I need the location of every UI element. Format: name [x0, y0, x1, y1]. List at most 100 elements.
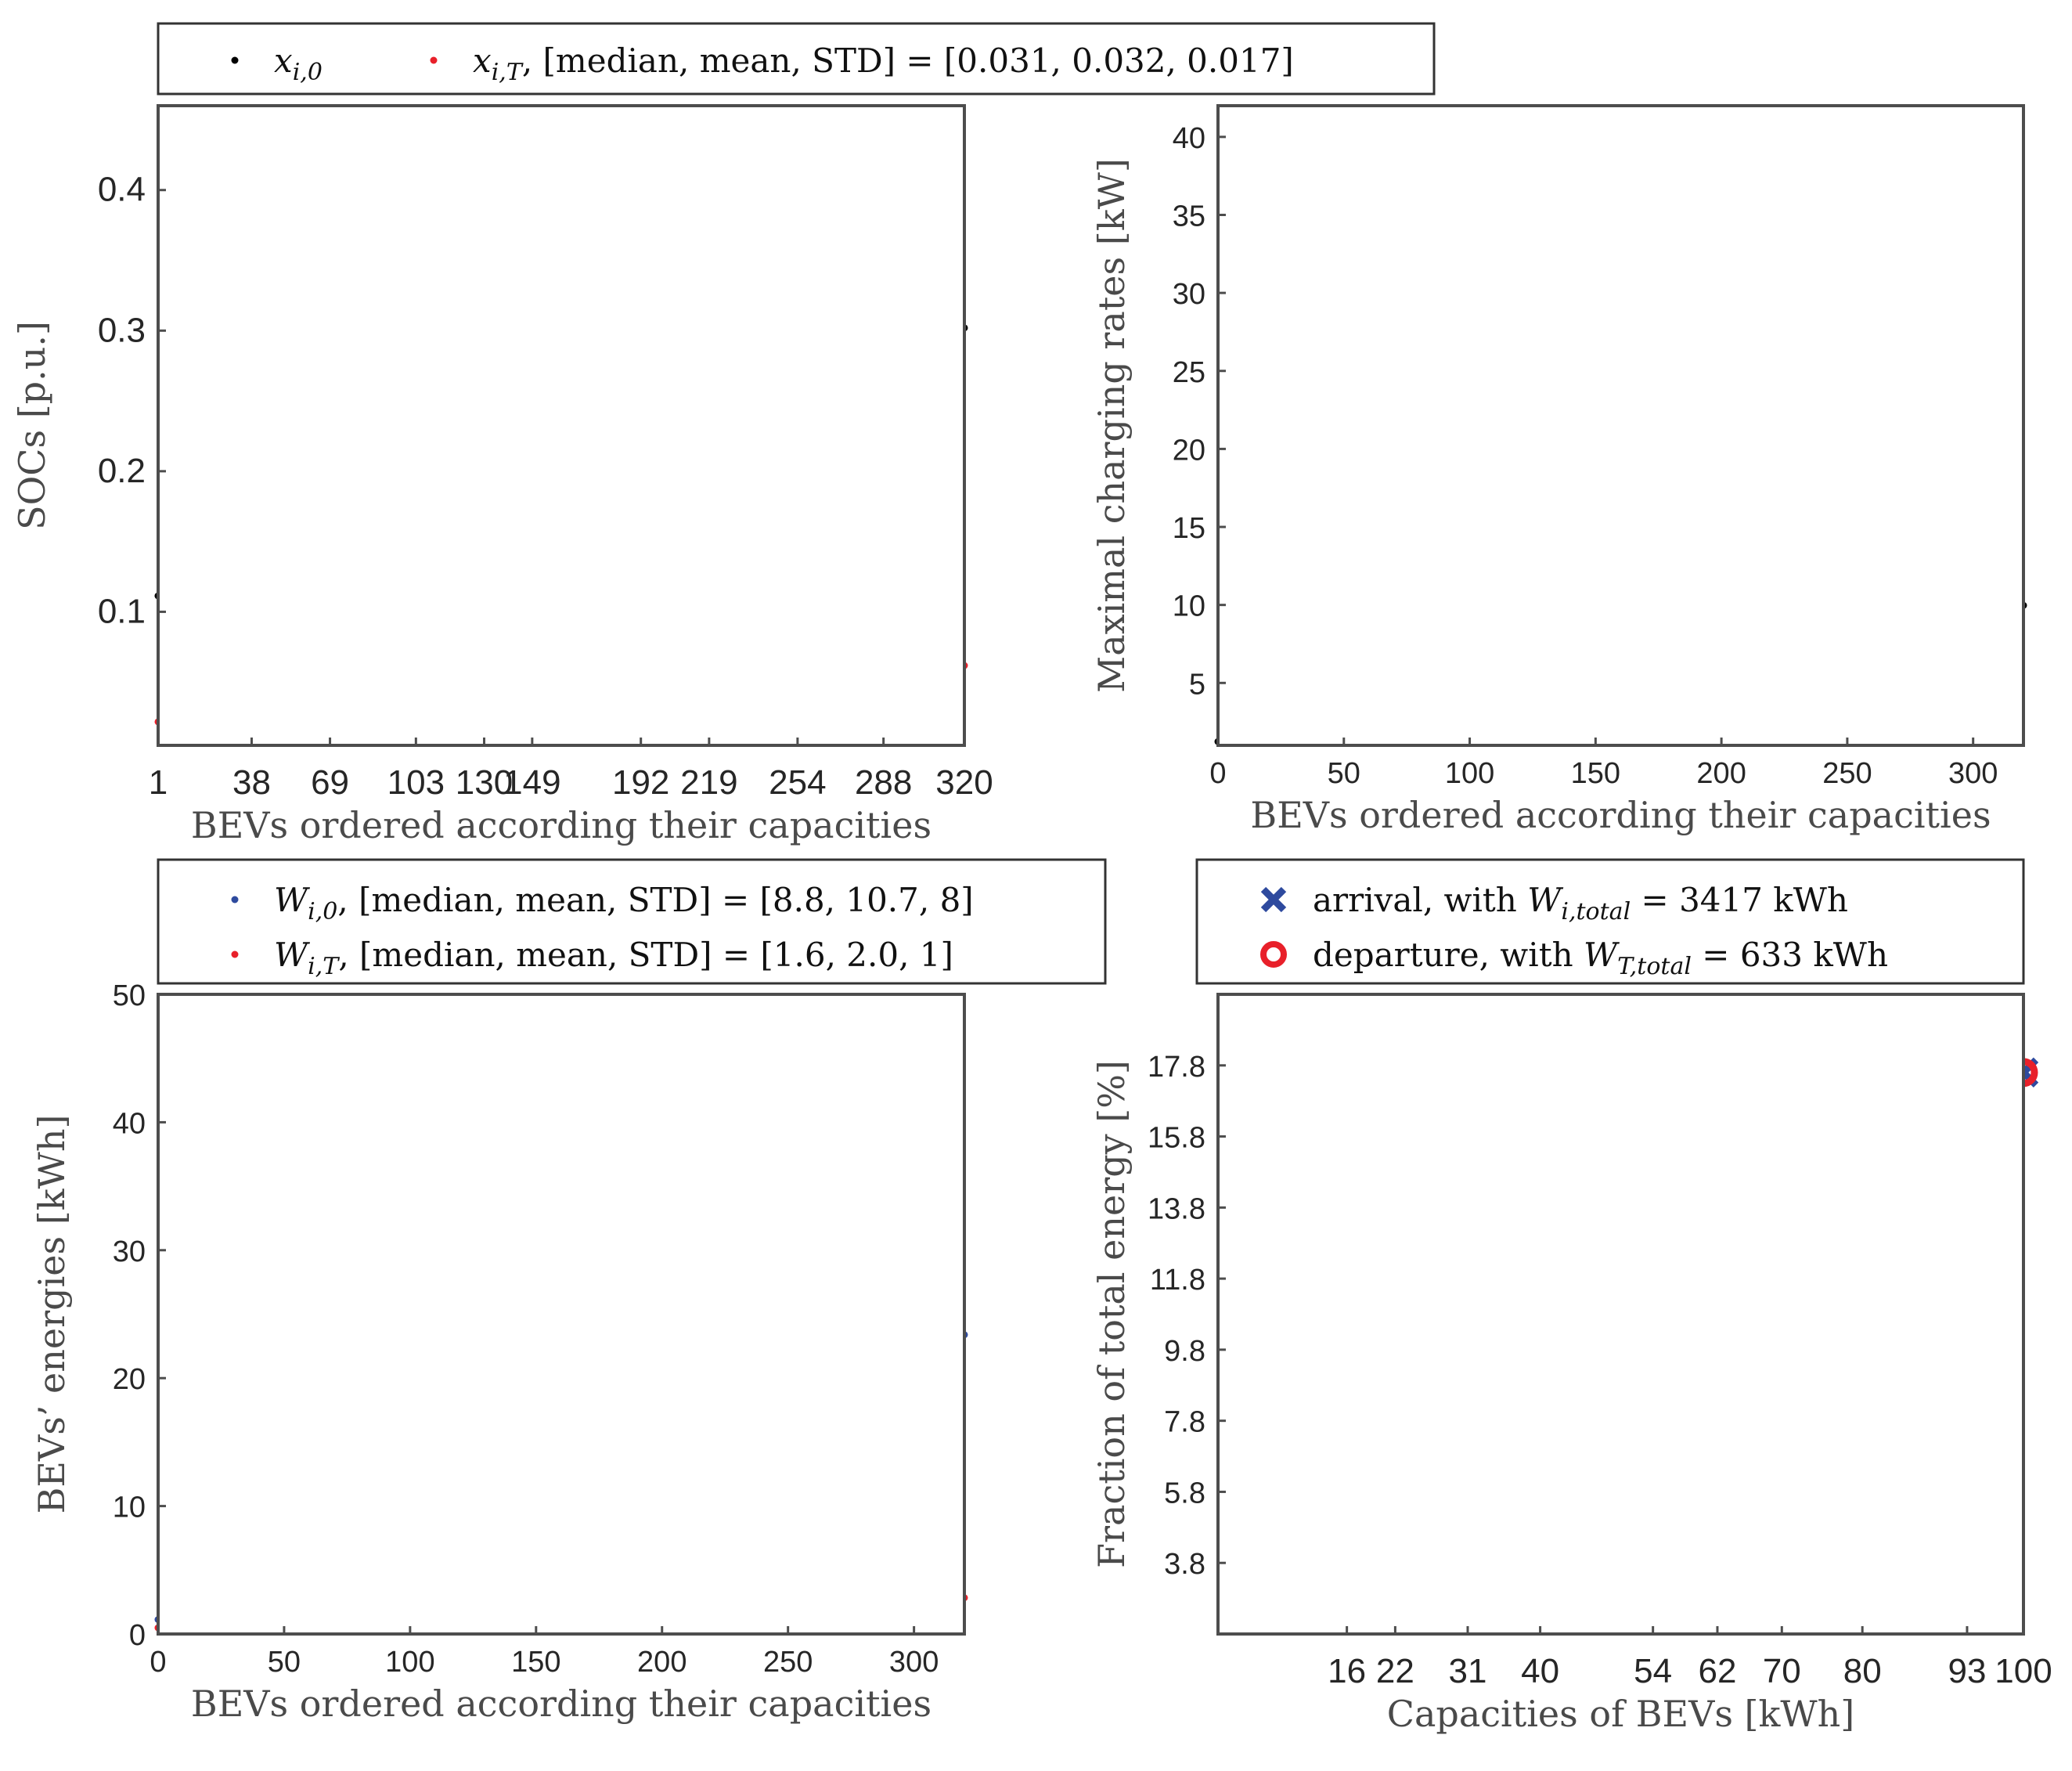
x-tick-label: 0	[150, 1646, 166, 1679]
x-tick-label: 250	[1822, 757, 1872, 790]
x-tick-label: 16	[1328, 1652, 1366, 1690]
y-tick-label: 9.8	[1164, 1335, 1205, 1368]
y-tick-label: 0.4	[98, 171, 146, 209]
x-tick-label: 320	[935, 763, 993, 802]
legend-rest: , [median, mean, STD] = [1.6, 2.0, 1]	[338, 936, 953, 974]
legend-rest: , [median, mean, STD] = [8.8, 10.7, 8]	[337, 881, 973, 919]
x-tick-label: 103	[387, 763, 445, 802]
x-tick-label: 80	[1843, 1652, 1882, 1690]
chart-p2: 0 50 100 150 200 250 300 5 10 15 20 25 30 35 40 BEVs or…	[1090, 104, 2027, 836]
x-tick-label: 288	[855, 763, 912, 802]
x-axis-label: BEVs ordered according their capacities	[1250, 794, 1991, 836]
legend-label: Wi,0, [median, mean, STD] = [8.8, 10.7, …	[274, 881, 974, 925]
x-tick-label: 150	[511, 1646, 560, 1679]
x-tick-label: 69	[311, 763, 349, 802]
y-tick-label: 50	[113, 979, 146, 1012]
y-tick-label: 20	[1173, 434, 1205, 467]
axes-frame	[1216, 993, 2025, 1636]
x-tick-label: 31	[1449, 1652, 1487, 1690]
x-tick-label: 254	[769, 763, 826, 802]
legend-label: arrival, with Wi,total = 3417 kWh	[1313, 881, 1848, 925]
x-tick-label: 62	[1699, 1652, 1737, 1690]
y-tick-label: 35	[1173, 200, 1205, 233]
x-tick-label: 100	[385, 1646, 434, 1679]
x-tick-label: 93	[1948, 1652, 1986, 1690]
x-axis-label: BEVs ordered according their capacities	[191, 1683, 931, 1725]
x-axis-label: Capacities of BEVs [kWh]	[1387, 1693, 1854, 1735]
legend-dot-marker	[231, 950, 239, 958]
legend-pre: arrival, with	[1313, 881, 1527, 919]
y-tick-label: 3.8	[1164, 1548, 1205, 1581]
x-tick-label: 200	[637, 1646, 686, 1679]
axes-frame	[157, 104, 966, 747]
legend: arrival, with Wi,total = 3417 kWh departu…	[1195, 858, 2025, 985]
legend-box	[1195, 858, 2025, 985]
legend: Wi,0, [median, mean, STD] = [8.8, 10.7, …	[157, 858, 1107, 985]
axes-frame	[1216, 104, 2025, 747]
legend-dot-marker	[231, 896, 239, 904]
chart-p4: 16 22 31 40 54 62 70 80 93 100 3.8 5.8 7.8 9.8 11.8 13.…	[1090, 858, 2052, 1735]
legend-subscript: i,T	[492, 59, 524, 86]
y-tick-label: 25	[1173, 356, 1205, 389]
y-tick-label: 40	[113, 1107, 146, 1140]
x-tick-label: 150	[1571, 757, 1620, 790]
legend-circle-marker	[1260, 941, 1287, 968]
legend-label: departure, with WT,total = 633 kWh	[1313, 936, 1888, 980]
y-tick-label: 5	[1189, 668, 1205, 701]
legend-label: xi,T, [median, mean, STD] = [0.031, 0.03…	[473, 41, 1294, 86]
legend-subscript: T,total	[1617, 953, 1692, 980]
legend-symbol: W	[274, 936, 311, 974]
legend-symbol: W	[1527, 881, 1564, 919]
x-tick-label: 300	[889, 1646, 939, 1679]
y-tick-label: 0.1	[98, 592, 146, 630]
y-tick-label: 40	[1173, 122, 1205, 155]
y-tick-label: 30	[113, 1235, 146, 1268]
legend-rest: , [median, mean, STD] = [0.031, 0.032, 0…	[522, 41, 1294, 80]
y-tick-label: 5.8	[1164, 1477, 1205, 1509]
legend-label: Wi,T, [median, mean, STD] = [1.6, 2.0, 1…	[274, 936, 953, 980]
x-tick-label: 22	[1376, 1652, 1414, 1690]
x-tick-label: 149	[503, 763, 560, 802]
legend-cross-marker	[1260, 886, 1287, 913]
legend-rest: = 633 kWh	[1692, 936, 1888, 974]
chart-p3: 0 50 100 150 200 250 300 0 10 20 30 40 50 BEVs ordere…	[31, 858, 1107, 1725]
legend-subscript: i,0	[308, 898, 337, 925]
y-tick-label: 0.2	[98, 452, 146, 490]
legend-symbol: W	[274, 881, 311, 919]
y-tick-label: 10	[113, 1491, 146, 1524]
x-tick-label: 1	[149, 763, 168, 802]
legend-label: xi,0	[274, 41, 323, 86]
x-tick-label: 250	[763, 1646, 813, 1679]
legend-symbol: x	[274, 41, 293, 80]
legend-box	[157, 858, 1107, 985]
legend-dot-marker	[430, 56, 438, 64]
x-tick-label: 50	[268, 1646, 301, 1679]
y-tick-label: 13.8	[1148, 1192, 1205, 1225]
y-tick-label: 7.8	[1164, 1406, 1205, 1439]
y-tick-label: 17.8	[1148, 1051, 1205, 1084]
x-tick-label: 200	[1696, 757, 1746, 790]
x-tick-label: 130	[456, 763, 513, 802]
y-axis-label: BEVs’ energies [kWh]	[31, 1115, 73, 1514]
x-tick-label: 40	[1521, 1652, 1559, 1690]
y-tick-label: 15.8	[1148, 1122, 1205, 1155]
y-tick-label: 20	[113, 1363, 146, 1396]
legend-symbol: W	[1584, 936, 1620, 974]
y-tick-label: 0	[129, 1619, 146, 1652]
legend-pre: departure, with	[1313, 936, 1584, 974]
legend-subscript: i,total	[1561, 898, 1631, 925]
y-tick-label: 10	[1173, 590, 1205, 623]
x-tick-label: 219	[680, 763, 737, 802]
y-tick-label: 30	[1173, 278, 1205, 311]
y-axis-label: Maximal charging rates [kW]	[1090, 158, 1133, 693]
legend: xi,0 xi,T, [median, mean, STD] = [0.031, …	[157, 22, 1436, 96]
legend-symbol: x	[473, 41, 492, 80]
x-tick-label: 300	[1948, 757, 1998, 790]
legend-box	[157, 22, 1436, 96]
x-tick-label: 100	[1445, 757, 1494, 790]
x-tick-label: 50	[1328, 757, 1360, 790]
legend-subscript: i,0	[293, 59, 323, 86]
legend-dot-marker	[231, 56, 239, 64]
